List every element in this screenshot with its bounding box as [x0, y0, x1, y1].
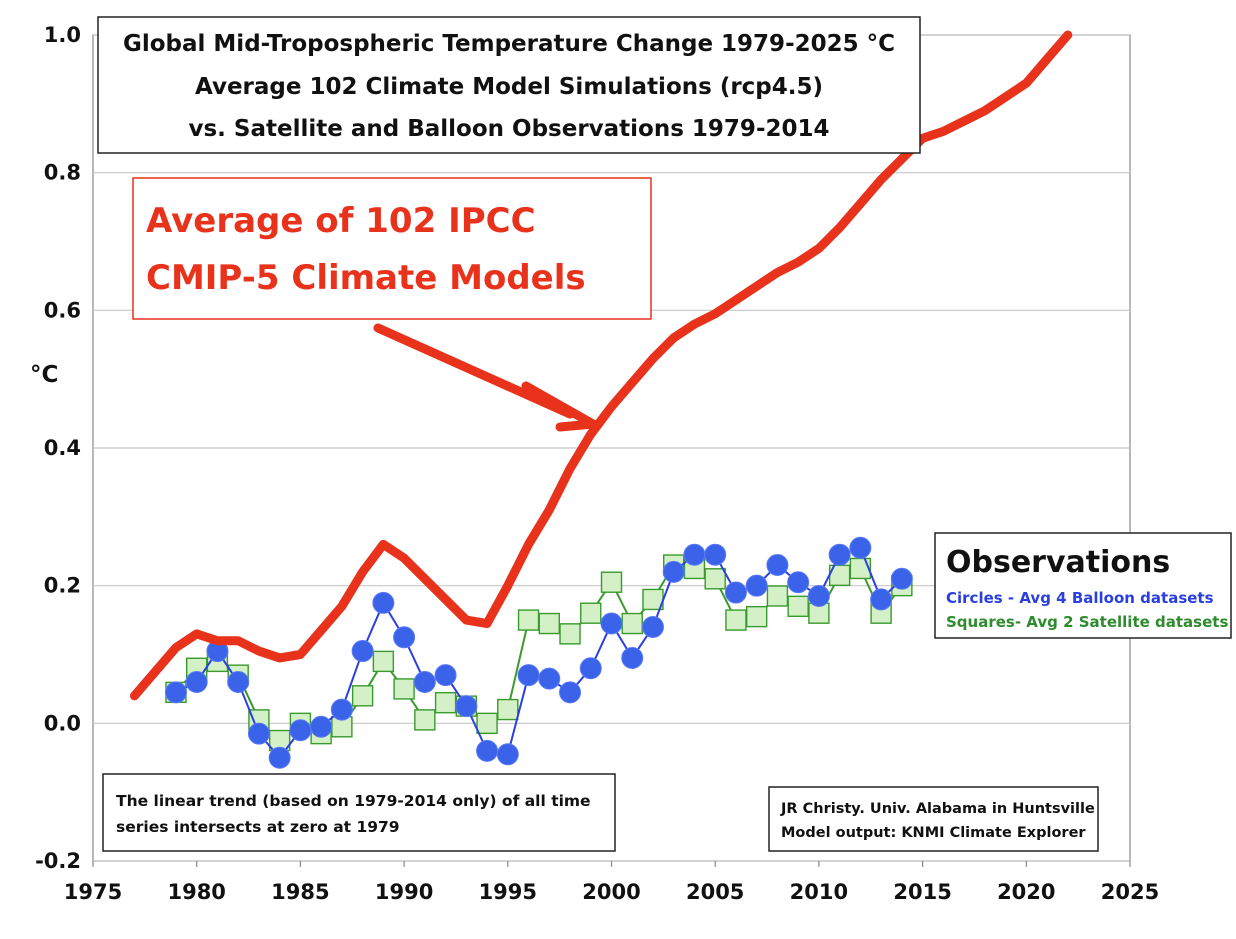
balloon-point [849, 536, 872, 559]
x-tick-label: 1995 [479, 880, 537, 904]
legend: Observations Circles - Avg 4 Balloon dat… [934, 532, 1232, 639]
balloon-point [704, 543, 727, 566]
satellite-point [600, 571, 623, 593]
balloon-point [870, 588, 893, 611]
balloon-point [724, 581, 747, 604]
credit-box: JR Christy. Univ. Alabama in Huntsville … [768, 786, 1099, 852]
balloon-point [890, 567, 913, 590]
x-tick-label: 1985 [271, 880, 329, 904]
balloon-point [828, 543, 851, 566]
balloon-point [247, 722, 270, 745]
y-tick-label: 0.4 [44, 436, 81, 460]
satellite-point [372, 650, 395, 673]
balloon-point [434, 664, 457, 687]
x-tick-label: 1990 [375, 880, 433, 904]
chart-title-line-3: vs. Satellite and Balloon Observations 1… [188, 116, 829, 142]
balloon-point [662, 560, 685, 583]
legend-entry-satellite: Squares- Avg 2 Satellite datasets [946, 613, 1228, 631]
y-tick-label: 0.2 [44, 574, 81, 598]
balloon-point [330, 698, 353, 721]
balloon-point [538, 667, 561, 690]
satellite-point [434, 691, 457, 714]
x-tick-label: 2010 [790, 880, 848, 904]
chart-title-line-1: Global Mid-Tropospheric Temperature Chan… [123, 31, 895, 57]
credit-line-1: JR Christy. Univ. Alabama in Huntsville [780, 801, 1095, 817]
balloon-point [745, 574, 768, 597]
y-axis: 1.0 0.8 0.6 0.4 0.2 0.0 -0.2 [35, 23, 81, 873]
y-axis-label: °C [30, 362, 58, 388]
balloon-point [455, 695, 478, 718]
x-tick-label: 2000 [582, 880, 640, 904]
satellite-point [704, 568, 726, 590]
satellite-point [787, 595, 809, 618]
x-tick-label: 1975 [64, 880, 122, 904]
balloon-point [268, 746, 291, 769]
balloon-point [517, 664, 540, 687]
balloon-point [413, 671, 436, 694]
satellite-point [745, 605, 768, 628]
x-tick-label: 1980 [167, 880, 225, 904]
balloon-point [289, 719, 312, 742]
y-tick-label: 0.0 [44, 711, 81, 735]
balloon-point [476, 739, 499, 762]
trend-note-line-1: The linear trend (based on 1979-2014 onl… [116, 792, 591, 810]
credit-line-2: Model output: KNMI Climate Explorer [781, 825, 1086, 841]
callout-box: Average of 102 IPCC CMIP-5 Climate Model… [132, 177, 652, 320]
balloon-point [621, 646, 644, 669]
balloon-point [164, 681, 187, 704]
x-tick-label: 2020 [997, 880, 1055, 904]
chart-title-line-2: Average 102 Climate Model Simulations (r… [195, 74, 823, 100]
x-tick-label: 2025 [1101, 880, 1159, 904]
balloon-point [600, 612, 623, 635]
trend-note: The linear trend (based on 1979-2014 onl… [102, 773, 616, 852]
x-tick-label: 2005 [686, 880, 744, 904]
satellite-point [559, 623, 581, 645]
balloon-point [310, 715, 333, 738]
y-tick-label: 0.8 [44, 161, 81, 185]
balloon-point [766, 554, 789, 577]
legend-title: Observations [946, 545, 1170, 580]
satellite-point [517, 609, 540, 631]
callout-line-2: CMIP-5 Climate Models [146, 258, 586, 298]
trend-note-line-2: series intersects at zero at 1979 [116, 818, 400, 836]
satellite-point [538, 612, 560, 635]
satellite-point [476, 712, 498, 735]
satellite-point [351, 685, 374, 707]
satellite-point [725, 609, 747, 631]
y-tick-label: -0.2 [35, 849, 81, 873]
x-axis: 1975 1980 1985 1990 1995 2000 2005 2010 2015 2020… [64, 861, 1159, 904]
satellite-point [766, 585, 789, 607]
y-tick-label: 0.6 [44, 298, 81, 322]
callout-arrow [373, 323, 598, 432]
satellite-point [621, 612, 643, 635]
satellite-point [497, 698, 519, 721]
callout-line-1: Average of 102 IPCC [146, 201, 536, 241]
satellite-point [393, 678, 415, 700]
series-layer [129, 30, 1073, 769]
satellite-point [849, 557, 872, 580]
balloon-point [496, 743, 519, 766]
balloon-point [351, 640, 374, 663]
x-tick-label: 2015 [893, 880, 951, 904]
balloon-point [227, 671, 250, 694]
legend-entry-balloon: Circles - Avg 4 Balloon datasets [946, 589, 1214, 607]
balloon-point [807, 584, 830, 607]
balloon-point [787, 571, 810, 594]
balloon-point [372, 591, 395, 614]
balloon-point [641, 615, 664, 638]
balloon-point [683, 543, 706, 566]
balloon-point [579, 657, 602, 680]
balloon-point [393, 626, 416, 649]
satellite-point [414, 709, 436, 731]
satellite-point [580, 602, 602, 624]
balloon-point [559, 681, 582, 704]
title-box: Global Mid-Tropospheric Temperature Chan… [97, 16, 921, 154]
balloon-point [185, 671, 208, 694]
y-tick-label: 1.0 [44, 23, 81, 47]
